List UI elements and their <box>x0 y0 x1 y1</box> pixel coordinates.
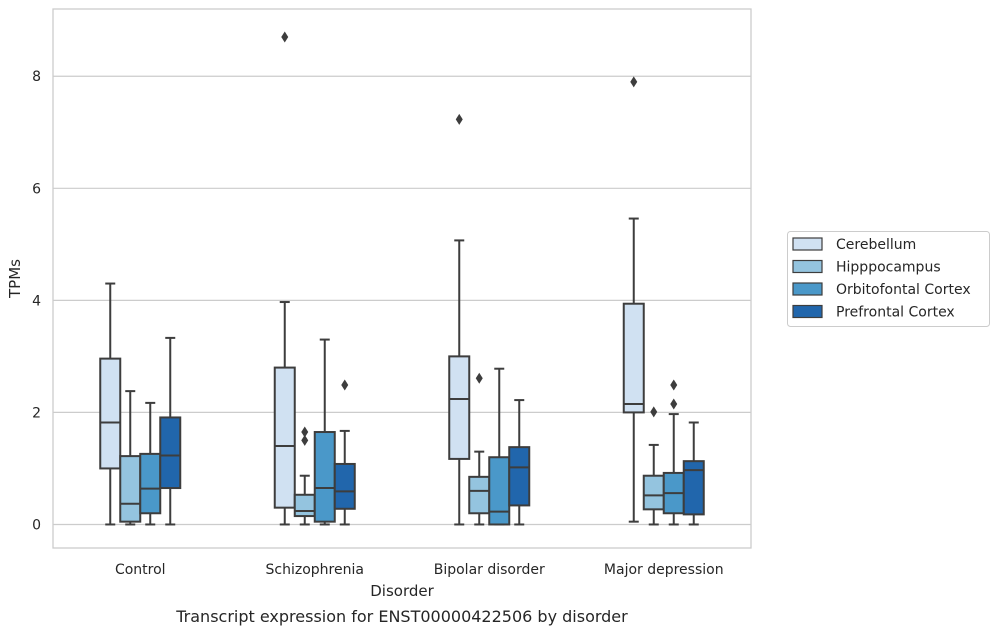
legend-swatch <box>792 282 823 296</box>
box-hipppocampus <box>293 426 316 526</box>
x-axis-label: Disorder <box>370 582 434 600</box>
box-hipppocampus <box>119 390 142 526</box>
box-body <box>642 474 665 511</box>
box-cerebellum <box>273 31 296 526</box>
outlier-point <box>455 113 463 125</box>
y-tick-label: 6 <box>32 181 41 197</box>
y-axis-label: TPMs <box>6 259 24 299</box>
outlier-point <box>630 76 638 88</box>
outlier-point <box>301 426 309 438</box>
chart-caption: Transcript expression for ENST0000042250… <box>175 607 628 626</box>
y-axis-ticks: 0 2 4 6 8 <box>32 69 41 533</box>
box-prefrontal-cortex <box>333 379 356 526</box>
y-tick-label: 0 <box>32 517 41 533</box>
plot-frame <box>52 8 752 549</box>
box-body <box>448 355 471 460</box>
legend-swatch <box>792 304 823 319</box>
box-orbitofontal-cortex <box>488 367 511 526</box>
outlier-point <box>281 31 289 43</box>
legend-label: Prefrontal Cortex <box>836 305 955 321</box>
box-cerebellum <box>448 113 471 526</box>
legend: Cerebellum Hipppocampus Orbitofontal Corte… <box>787 231 990 327</box>
box-cerebellum <box>99 282 122 526</box>
box-orbitofontal-cortex <box>139 401 162 526</box>
box-hipppocampus <box>468 372 491 526</box>
box-prefrontal-cortex <box>508 399 531 526</box>
legend-label: Hipppocampus <box>836 260 941 276</box>
box-body <box>119 455 142 523</box>
outlier-point <box>301 434 309 446</box>
box-hipppocampus <box>642 406 665 526</box>
box-orbitofontal-cortex <box>662 379 685 526</box>
legend-swatch <box>792 259 823 274</box>
outlier-point <box>475 372 483 384</box>
box-body <box>468 475 491 515</box>
box-body <box>293 493 316 518</box>
outlier-point <box>650 406 658 418</box>
x-axis-ticks: Control Schizophrenia Bipolar disorder Majo… <box>115 562 724 578</box>
box-body <box>99 357 122 470</box>
box-plot-series <box>99 31 705 526</box>
box-prefrontal-cortex <box>159 336 182 526</box>
legend-frame <box>787 231 990 327</box>
y-tick-label: 4 <box>32 293 41 309</box>
legend-swatch <box>792 237 823 251</box>
outlier-point <box>670 379 678 391</box>
box-body <box>313 431 336 523</box>
box-prefrontal-cortex <box>682 421 705 526</box>
x-tick-label: Control <box>115 562 166 578</box>
box-body <box>139 452 162 515</box>
x-tick-label: Major depression <box>604 562 724 578</box>
box-body <box>488 456 511 526</box>
x-tick-label: Schizophrenia <box>266 562 364 578</box>
outlier-point <box>670 398 678 410</box>
box-body <box>159 416 182 490</box>
box-cerebellum <box>622 76 645 523</box>
box-body <box>682 460 705 516</box>
box-body <box>273 366 296 509</box>
box-orbitofontal-cortex <box>313 338 336 526</box>
outlier-point <box>341 379 349 391</box>
y-tick-label: 2 <box>32 405 41 421</box>
x-tick-label: Bipolar disorder <box>434 562 545 578</box>
box-body <box>508 446 531 507</box>
box-body <box>622 302 645 414</box>
legend-label: Cerebellum <box>836 237 916 253</box>
y-tick-label: 8 <box>32 69 41 85</box>
box-body <box>333 462 356 510</box>
legend-label: Orbitofontal Cortex <box>836 282 971 298</box>
